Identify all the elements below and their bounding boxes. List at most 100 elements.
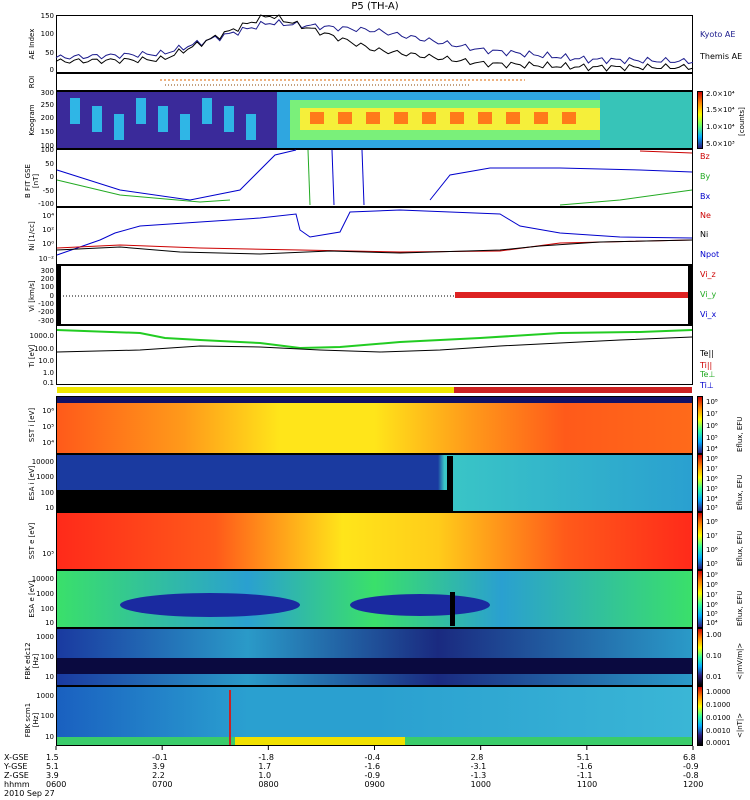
keogram-streak <box>180 114 190 140</box>
legend-vix: Vi_x <box>700 310 717 319</box>
esa-electron-cbar-tick: 10⁶ <box>706 601 718 609</box>
ephem-value: 5.1 <box>576 753 590 762</box>
bx-spike <box>361 149 365 206</box>
keogram-ylabel: Keogram <box>28 104 36 136</box>
ephem-label-z: Z-GSE <box>4 771 29 780</box>
esa-ion-gap <box>447 456 453 511</box>
ni-ylabel: Ni [1/cc] <box>28 221 36 251</box>
vi-tick: 100 <box>40 283 54 291</box>
bfit-tick: 0 <box>49 173 54 181</box>
bx-line <box>429 167 693 201</box>
keogram-cbar-title: [counts] <box>738 107 746 136</box>
keogram-tick: 200 <box>40 114 54 122</box>
ae-tick: 0 <box>49 66 54 74</box>
ephem-value: 1.5 <box>46 753 59 762</box>
sst-electron-colorbar <box>697 512 703 570</box>
ephem-value: 6.8 <box>683 753 696 762</box>
keogram-spot <box>310 112 324 124</box>
by-spike <box>307 149 311 206</box>
esa-ion-cbar-tick: 10⁴ <box>706 495 718 503</box>
keogram-region <box>600 92 692 148</box>
sst-ion-spectrogram <box>57 397 692 453</box>
bz-line <box>639 150 693 154</box>
ephem-value: 1100 <box>576 780 598 789</box>
sst-electron-ylabel: SST e [eV] <box>28 522 36 560</box>
vi-tick: 300 <box>40 267 54 275</box>
esa-electron-cbar-tick: 10⁵ <box>706 610 718 618</box>
ni-tick: 10⁴ <box>42 212 54 220</box>
vi-ylabel: Vi [km/s] <box>28 280 36 312</box>
keogram-streak <box>202 98 212 124</box>
esa-electron-cbar-tick: 10⁷ <box>706 591 718 599</box>
keogram-streak <box>92 106 102 132</box>
ti-tick: 100.0 <box>33 345 54 353</box>
esa-electron-gap <box>450 592 455 626</box>
ti-tick: 10.0 <box>38 357 54 365</box>
ephem-value: 0800 <box>258 780 279 789</box>
ephem-value: 3.9 <box>46 771 59 780</box>
vi-tick: -100 <box>38 300 54 308</box>
esa-electron-cbar-tick: 10⁸ <box>706 581 718 589</box>
ephem-value: 0700 <box>152 780 173 789</box>
npot-line <box>56 209 693 256</box>
themis-ae-line <box>55 14 694 72</box>
bx-spike <box>331 149 335 206</box>
sst-ion-top-band <box>57 397 692 403</box>
keogram-spot <box>534 112 548 124</box>
fbk-scm-ylabel: FBK scm1 [Hz] <box>24 702 40 738</box>
ephem-value: 2.8 <box>470 753 484 762</box>
sst-ion-cbar-tick: 10⁷ <box>706 410 718 418</box>
sst-electron-cbar-tick: 10⁵ <box>706 560 718 568</box>
ne-line <box>56 239 693 253</box>
bfit-tick: -50 <box>42 187 54 195</box>
bx-line <box>56 149 297 201</box>
ae-ylabel: AE Index <box>28 28 36 60</box>
fbk-scm-tick: 10 <box>45 733 54 741</box>
fbk-edc-tick: 10 <box>45 673 54 681</box>
ephem-label-x: X-GSE <box>4 753 29 762</box>
ephemeris-table: 1.5 5.1 3.9 0600 -0.1 3.9 2.2 0700 -1.8 1.7 1.0 080… <box>0 753 750 800</box>
legend-ti-perp: Ti⊥ <box>700 381 714 390</box>
keogram-streak <box>224 106 234 132</box>
esa-ion-cbar-tick: 10⁶ <box>706 475 718 483</box>
fbk-scm-cbar-tick: 0.0100 <box>706 714 731 722</box>
esa-ion-ylabel: ESA i [eV] <box>28 465 36 501</box>
status-bar <box>454 387 692 393</box>
keogram-spot <box>366 112 380 124</box>
ti-panel <box>56 325 693 385</box>
esa-electron-tick: 10 <box>45 619 54 627</box>
keogram-streak <box>158 106 168 132</box>
fbk-edc-spectrogram <box>57 629 692 685</box>
ti-tick: 1.0 <box>42 369 54 377</box>
ae-panel <box>56 15 693 73</box>
sst-ion-tick: 10⁴ <box>42 439 54 447</box>
esa-electron-tick: 100 <box>40 605 54 613</box>
esa-ion-tick: 1000 <box>36 473 54 481</box>
esa-electron-cbar-tick: 10⁴ <box>706 619 718 627</box>
plot-date: 2010 Sep 27 <box>4 789 55 798</box>
keogram-spot <box>338 112 352 124</box>
ni-panel <box>56 207 693 265</box>
fbk-scm-tick: 100 <box>40 712 54 720</box>
bfit-tick: 50 <box>45 160 54 168</box>
esa-electron-dip <box>350 594 490 616</box>
esa-ion-dropout <box>57 490 447 511</box>
ephem-value: -0.9 <box>683 762 699 771</box>
ephem-value: 1200 <box>683 780 704 789</box>
ephem-value: -1.6 <box>364 762 381 771</box>
keogram-spot <box>562 112 576 124</box>
keogram-cbar-tick: 1.5×10⁴ <box>706 106 735 114</box>
kyoto-ae-line <box>55 19 694 65</box>
keogram-spot <box>422 112 436 124</box>
fbk-edc-cbar-tick: 0.01 <box>706 673 722 681</box>
sst-ion-cbar-tick: 10⁶ <box>706 422 718 430</box>
vi-tick: -200 <box>38 308 54 316</box>
sst-electron-cbar-tick: 10⁶ <box>706 546 718 554</box>
vi-tick: 0 <box>49 292 54 300</box>
sst-ion-colorbar <box>697 396 703 454</box>
sst-electron-cbar-title: Eflux, EFU <box>736 530 744 566</box>
legend-viy: Vi_y <box>700 290 717 299</box>
ephem-value: 0600 <box>46 780 67 789</box>
esa-electron-colorbar <box>697 570 703 628</box>
